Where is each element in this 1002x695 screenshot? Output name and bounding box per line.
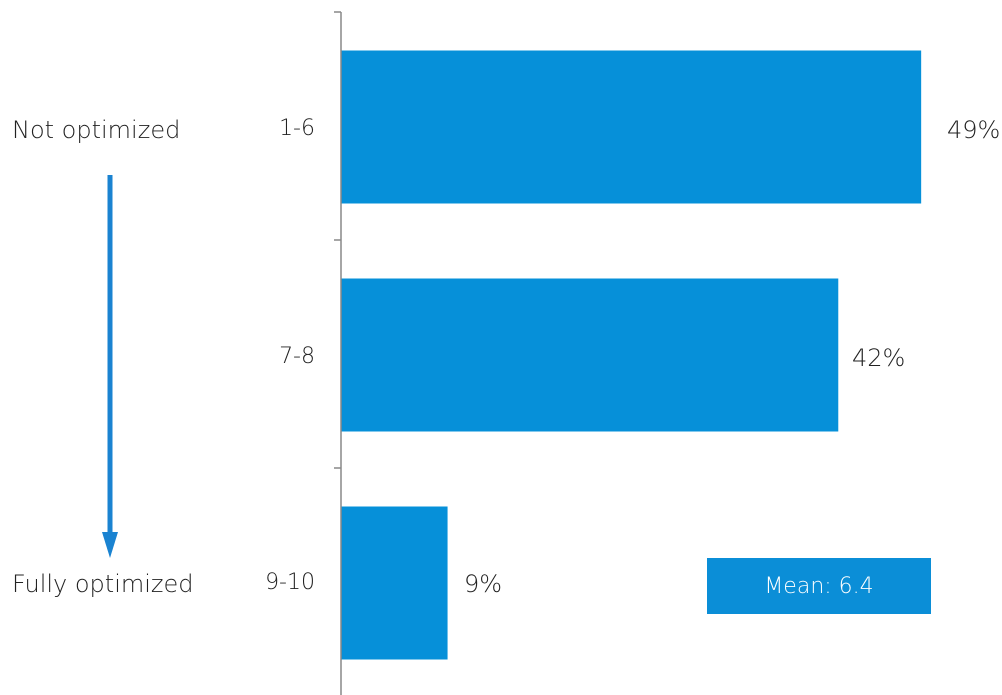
data-label: 42%	[852, 344, 906, 372]
mean-label: Mean: 6.4	[764, 573, 874, 599]
category-label: 7-8	[279, 344, 315, 369]
data-label: 9%	[464, 570, 503, 598]
bar-9-10	[341, 506, 448, 660]
category-label: 9-10	[265, 570, 315, 595]
bar-1-6	[341, 50, 922, 204]
bar-7-8	[341, 278, 839, 432]
category-label: 1-6	[279, 116, 315, 141]
mean-box: Mean: 6.4	[707, 558, 931, 614]
scale-arrow	[102, 175, 118, 558]
scale-top-label: Not optimized	[12, 116, 181, 144]
scale-bottom-label: Fully optimized	[12, 570, 194, 598]
data-label: 49%	[947, 116, 1001, 144]
